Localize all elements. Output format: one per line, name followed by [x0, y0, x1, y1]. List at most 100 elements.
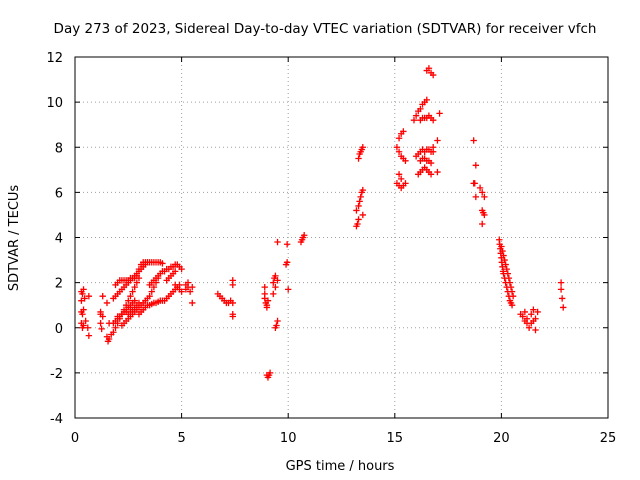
- data-point-marker: [393, 144, 401, 151]
- y-tick-label: 8: [55, 141, 63, 156]
- data-point-marker: [519, 313, 526, 320]
- data-point-marker: [412, 112, 420, 119]
- data-point-marker: [178, 265, 185, 273]
- data-point-marker: [427, 171, 435, 178]
- data-point-marker: [425, 65, 433, 72]
- data-point-marker: [508, 288, 516, 295]
- data-point-marker: [503, 265, 510, 273]
- data-point-marker: [355, 216, 362, 223]
- y-tick-label: -2: [50, 367, 63, 382]
- data-point-marker: [85, 332, 93, 339]
- data-point-marker: [434, 137, 441, 144]
- data-point-marker: [534, 308, 541, 316]
- data-point-marker: [274, 317, 281, 325]
- data-point-marker: [79, 290, 86, 298]
- data-point-marker: [300, 232, 308, 239]
- data-point-marker: [103, 299, 111, 307]
- data-point-marker: [272, 324, 279, 331]
- data-point-marker: [502, 261, 509, 268]
- y-tick-label: -4: [50, 412, 63, 427]
- data-point-marker: [523, 315, 531, 322]
- data-point-marker: [528, 311, 535, 318]
- data-point-marker: [133, 279, 141, 286]
- data-point-marker: [402, 180, 409, 187]
- data-point-marker: [356, 198, 363, 205]
- data-point-marker: [481, 211, 488, 219]
- data-point-marker: [229, 299, 236, 307]
- data-point-marker: [261, 283, 268, 291]
- data-point-marker: [472, 193, 480, 201]
- data-point-marker: [114, 313, 121, 320]
- data-point-marker: [397, 175, 405, 183]
- data-point-marker: [481, 193, 488, 201]
- data-points: [78, 65, 567, 381]
- data-point-marker: [429, 116, 437, 124]
- data-point-marker: [150, 283, 158, 291]
- data-point-marker: [97, 320, 104, 327]
- chart-title: Day 273 of 2023, Sidereal Day-to-day VTE…: [54, 21, 597, 37]
- x-tick-label: 0: [71, 431, 79, 446]
- y-tick-label: 0: [55, 322, 63, 337]
- data-point-marker: [229, 281, 236, 289]
- data-point-marker: [355, 202, 362, 210]
- data-point-marker: [189, 299, 196, 307]
- data-point-marker: [110, 329, 117, 336]
- data-point-marker: [272, 272, 279, 280]
- data-point-marker: [355, 155, 362, 162]
- data-point-marker: [85, 292, 93, 300]
- y-tick-label: 2: [55, 277, 63, 292]
- data-point-marker: [131, 283, 138, 291]
- data-point-marker: [131, 297, 138, 304]
- data-point-marker: [127, 292, 134, 300]
- data-point-marker: [81, 295, 88, 302]
- data-point-marker: [410, 116, 418, 124]
- data-point-marker: [402, 157, 409, 164]
- data-point-marker: [395, 148, 403, 155]
- data-point-marker: [532, 315, 539, 322]
- data-point-marker: [229, 313, 236, 320]
- data-point-marker: [148, 288, 155, 295]
- data-point-marker: [80, 286, 87, 293]
- data-point-marker: [79, 311, 86, 318]
- data-point-marker: [359, 144, 367, 151]
- y-tick-label: 12: [46, 51, 63, 66]
- data-point-marker: [172, 268, 179, 275]
- data-point-marker: [146, 292, 153, 300]
- y-tick-label: 6: [55, 186, 63, 201]
- data-point-marker: [112, 324, 119, 331]
- data-point-marker: [159, 260, 166, 267]
- x-tick-label: 25: [600, 431, 617, 446]
- x-tick-label: 20: [493, 431, 510, 446]
- x-tick-label: 10: [280, 431, 297, 446]
- data-point-marker: [357, 193, 364, 201]
- data-point-marker: [498, 243, 505, 250]
- data-point-marker: [423, 96, 430, 104]
- data-point-marker: [80, 306, 87, 313]
- data-point-marker: [189, 283, 196, 291]
- gridlines: [75, 57, 608, 418]
- data-point-marker: [395, 135, 403, 142]
- y-tick-label: 4: [55, 232, 63, 247]
- data-point-marker: [274, 277, 281, 284]
- axis-ticks: 0 5 10 15 20 25 -4 -2 0 2 4 6 8 10 12: [46, 51, 616, 446]
- data-point-marker: [525, 324, 533, 331]
- data-point-marker: [434, 168, 441, 176]
- data-point-marker: [285, 286, 292, 293]
- data-point-marker: [99, 292, 106, 300]
- data-point-marker: [178, 288, 185, 295]
- data-point-marker: [266, 369, 274, 377]
- data-point-marker: [509, 292, 517, 300]
- data-point-marker: [270, 279, 277, 286]
- data-point-marker: [471, 180, 478, 187]
- y-axis-label: SDTVAR / TECUs: [7, 185, 22, 292]
- data-point-marker: [557, 279, 565, 286]
- data-point-marker: [501, 256, 508, 264]
- data-point-marker: [129, 288, 136, 295]
- data-point-marker: [521, 308, 529, 316]
- data-point-marker: [470, 137, 477, 144]
- data-point-marker: [429, 71, 437, 79]
- x-tick-label: 15: [387, 431, 404, 446]
- data-point-marker: [135, 274, 143, 282]
- data-point-marker: [558, 295, 566, 302]
